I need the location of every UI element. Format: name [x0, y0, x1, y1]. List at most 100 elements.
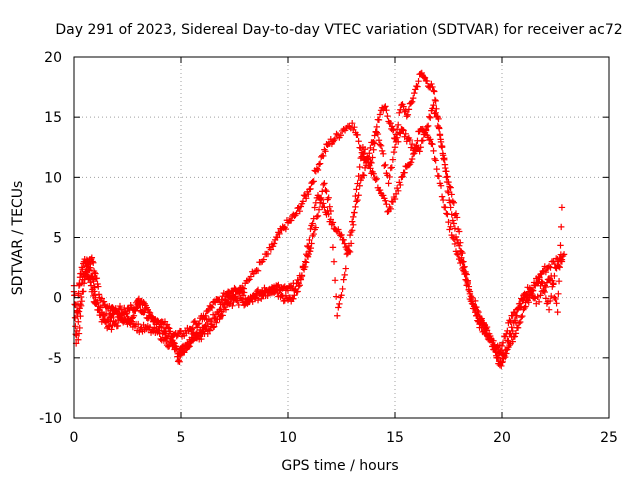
data-point-0-247 — [313, 165, 321, 172]
data-point-0-443 — [512, 330, 520, 337]
data-point-1-67 — [136, 300, 143, 307]
data-point-2-367 — [450, 235, 458, 243]
data-point-2-383 — [467, 293, 475, 300]
data-point-1-342 — [430, 101, 437, 109]
data-point-2-389 — [474, 307, 481, 315]
data-point-2-285 — [362, 161, 370, 169]
data-point-2-140 — [209, 324, 217, 331]
data-point-2-430 — [518, 303, 525, 311]
data-point-1-21 — [90, 259, 97, 266]
data-point-0-302 — [376, 111, 384, 118]
data-point-2-441 — [529, 287, 537, 295]
data-point-2-221 — [296, 282, 303, 289]
x-tick-labels: 0 5 10 15 20 25 — [70, 430, 618, 446]
data-point-1-135 — [208, 304, 216, 312]
data-point-2-264 — [340, 276, 347, 283]
data-point-1-295 — [380, 192, 387, 199]
data-point-2-379 — [463, 271, 470, 278]
data-point-2-12 — [79, 276, 86, 283]
data-point-2-202 — [276, 287, 283, 294]
y-tick-label: 20 — [44, 50, 62, 66]
data-point-2-447 — [536, 274, 543, 281]
data-point-1-23 — [91, 269, 98, 277]
y-tick-label: -10 — [39, 411, 62, 427]
data-point-1-229 — [309, 220, 316, 227]
data-point-1-358 — [447, 184, 454, 191]
data-point-0-265 — [333, 130, 340, 138]
data-point-2-360 — [443, 210, 450, 217]
data-point-1-332 — [419, 137, 427, 144]
data-point-1-369 — [459, 249, 466, 257]
data-point-0-234 — [299, 198, 307, 205]
data-point-0-263 — [330, 137, 338, 144]
data-point-0-352 — [428, 80, 435, 88]
data-point-0-301 — [375, 116, 383, 124]
data-point-1-348 — [436, 132, 444, 139]
data-point-2-191 — [264, 292, 271, 300]
data-point-1-456 — [554, 308, 561, 316]
data-point-0-336 — [411, 89, 418, 97]
data-point-0-282 — [355, 138, 362, 145]
data-point-2-220 — [295, 282, 302, 290]
data-point-2-370 — [453, 250, 461, 258]
data-point-1-415 — [508, 324, 515, 331]
data-point-1-0 — [75, 336, 82, 343]
data-point-1-361 — [450, 199, 458, 206]
data-point-1-419 — [512, 319, 520, 326]
data-point-2-419 — [506, 317, 513, 324]
data-point-2-371 — [454, 251, 462, 259]
data-point-1-339 — [427, 114, 434, 121]
data-point-2-316 — [396, 129, 403, 136]
x-tick-label: 15 — [386, 430, 404, 446]
data-point-2-21 — [85, 275, 93, 283]
data-point-2-49 — [112, 318, 119, 326]
data-point-0-442 — [511, 333, 519, 340]
data-point-2-113 — [181, 349, 188, 356]
data-point-1-341 — [429, 105, 436, 112]
data-point-1-356 — [445, 178, 452, 186]
data-point-2-445 — [534, 279, 541, 287]
data-point-1-53 — [121, 304, 128, 312]
data-point-2-332 — [413, 142, 420, 149]
data-point-2-306 — [385, 180, 392, 187]
data-point-1-24 — [92, 270, 99, 277]
data-point-1-122 — [194, 320, 202, 328]
data-point-2-106 — [173, 345, 180, 352]
data-point-2-420 — [507, 318, 514, 325]
data-point-2-260 — [336, 300, 343, 308]
data-point-0-232 — [297, 203, 305, 210]
data-point-2-278 — [355, 192, 362, 199]
data-point-1-321 — [407, 159, 415, 166]
data-point-0-268 — [337, 132, 344, 139]
data-point-1-299 — [384, 208, 391, 216]
data-point-1-352 — [441, 156, 448, 163]
data-point-1-224 — [304, 242, 311, 250]
data-point-1-382 — [473, 312, 480, 320]
data-point-2-392 — [477, 316, 484, 323]
data-point-0-188 — [244, 277, 252, 284]
data-point-1-267 — [350, 221, 357, 229]
data-point-2-219 — [294, 288, 301, 295]
data-point-2-11 — [78, 279, 86, 287]
data-point-1-357 — [446, 183, 453, 190]
data-point-2-301 — [380, 150, 387, 158]
data-point-2-359 — [442, 204, 449, 211]
data-point-1-227 — [307, 225, 314, 233]
data-point-2-257 — [332, 293, 340, 300]
data-point-1-350 — [438, 143, 446, 150]
data-point-0-223 — [288, 217, 295, 224]
data-point-2-159 — [230, 298, 237, 306]
data-point-1-57 — [125, 305, 132, 312]
data-point-0-382 — [451, 225, 459, 232]
data-point-1-344 — [432, 109, 439, 117]
data-point-0-228 — [293, 210, 300, 217]
data-point-2-117 — [185, 343, 192, 351]
data-point-2-265 — [341, 271, 348, 279]
data-point-1-209 — [288, 283, 295, 290]
data-point-2-288 — [366, 150, 373, 157]
data-point-0-307 — [382, 103, 389, 110]
data-point-1-197 — [275, 281, 282, 289]
data-point-2-239 — [313, 213, 321, 220]
data-point-0-212 — [276, 230, 283, 238]
data-point-1-312 — [398, 174, 405, 181]
